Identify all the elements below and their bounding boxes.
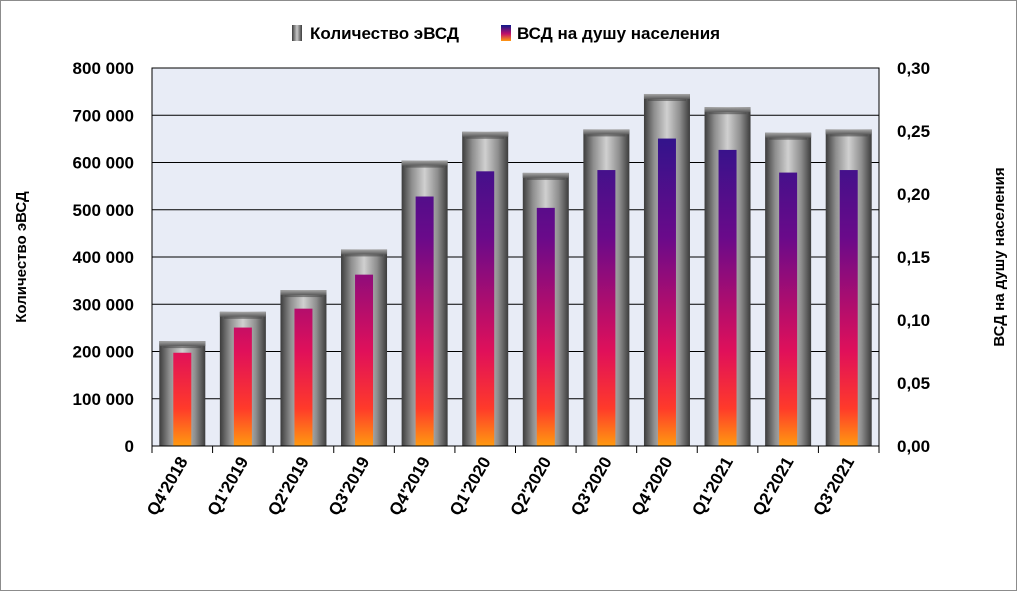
x-tick-label: Q2'2021 xyxy=(749,454,798,519)
bar-outer-cap xyxy=(462,131,509,137)
bar-outer-rim xyxy=(526,177,565,180)
bar-outer-rim xyxy=(647,98,686,101)
legend-label: ВСД на душу населения xyxy=(517,24,720,43)
bar-inner xyxy=(839,170,858,446)
bar-outer-rim xyxy=(708,112,747,115)
bar-outer-cap xyxy=(825,129,872,135)
bar-outer-cap xyxy=(643,93,690,99)
bar-outer-rim xyxy=(284,295,323,298)
bar-outer-rim xyxy=(829,134,868,137)
y-tick-label: 500 000 xyxy=(73,201,134,220)
bar-inner xyxy=(657,138,676,446)
y-tick-label: 0 xyxy=(125,437,134,456)
bar-outer-rim xyxy=(345,254,384,257)
x-tick-label: Q1'2019 xyxy=(204,454,253,519)
legend-swatch-gray xyxy=(292,25,302,41)
y-tick-label: 800 000 xyxy=(73,59,134,78)
plot-area xyxy=(151,67,880,447)
bar-outer-rim xyxy=(769,137,808,140)
y2-tick-label: 0,05 xyxy=(897,374,930,393)
bar-outer-cap xyxy=(765,132,812,138)
x-tick-label: Q1'2020 xyxy=(446,454,495,519)
y2-tick-label: 0,20 xyxy=(897,185,930,204)
y-axis-title: Количество эВСД xyxy=(13,191,30,323)
x-tick-label: Q2'2020 xyxy=(507,454,556,519)
y2-tick-label: 0,25 xyxy=(897,122,930,141)
bar-outer-cap xyxy=(522,172,569,178)
bar-outer-rim xyxy=(466,136,505,139)
x-tick-label: Q4'2019 xyxy=(385,454,434,519)
bar-inner xyxy=(173,352,192,446)
bar-outer-cap xyxy=(159,341,206,347)
bar-inner xyxy=(355,274,374,446)
bar-inner xyxy=(718,149,737,446)
x-tick-label: Q4'2020 xyxy=(628,454,677,519)
y2-tick-label: 0,15 xyxy=(897,248,930,267)
bar-outer-cap xyxy=(704,107,751,113)
bar-outer-rim xyxy=(163,346,202,349)
y2-axis-title: ВСД на душу населения xyxy=(991,167,1008,346)
bar-inner xyxy=(536,207,555,446)
x-tick-label: Q3'2021 xyxy=(809,454,858,519)
bar-outer-rim xyxy=(405,165,444,168)
bar-outer-rim xyxy=(587,134,626,137)
y2-tick-label: 0,10 xyxy=(897,311,930,330)
y-tick-label: 700 000 xyxy=(73,106,134,125)
bar-inner xyxy=(294,308,313,446)
y-tick-label: 100 000 xyxy=(73,390,134,409)
legend-swatch-gradient xyxy=(501,25,511,41)
bar-outer-rim xyxy=(223,316,262,319)
bar-inner xyxy=(476,171,495,446)
legend-label: Количество эВСД xyxy=(310,24,459,43)
bar-inner xyxy=(597,170,616,446)
x-tick-label: Q2'2019 xyxy=(264,454,313,519)
y2-tick-label: 0,00 xyxy=(897,437,930,456)
y-tick-label: 200 000 xyxy=(73,343,134,362)
bar-outer-cap xyxy=(341,249,388,255)
bar-inner xyxy=(233,327,252,446)
bar-outer-cap xyxy=(583,129,630,135)
bar-inner xyxy=(779,172,798,446)
legend: Количество эВСД ВСД на душу населения xyxy=(292,24,720,43)
x-tick-label: Q3'2020 xyxy=(567,454,616,519)
y-tick-label: 400 000 xyxy=(73,248,134,267)
bar-inner xyxy=(415,196,434,446)
bar-outer-cap xyxy=(401,160,448,166)
y-tick-label: 300 000 xyxy=(73,295,134,314)
x-tick-label: Q1'2021 xyxy=(688,454,737,519)
x-tick-label: Q3'2019 xyxy=(325,454,374,519)
y2-tick-label: 0,30 xyxy=(897,59,930,78)
x-tick-label: Q4'2018 xyxy=(143,454,192,519)
bar-outer-cap xyxy=(280,290,327,296)
y-tick-label: 600 000 xyxy=(73,154,134,173)
bar-outer-cap xyxy=(219,311,266,317)
